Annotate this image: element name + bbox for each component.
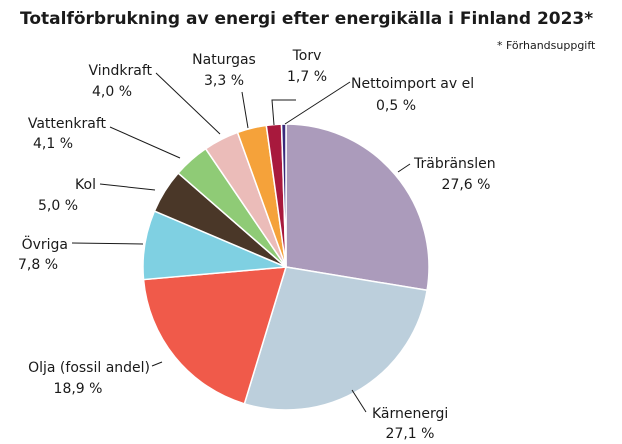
leader-line-karnenergi xyxy=(351,389,367,413)
slice-labels: Träbränslen 27,6 % Kärnenergi 27,1 % Olja (f… xyxy=(18,48,496,442)
slice-name-trabranslen: Träbränslen xyxy=(413,156,496,172)
chart-title: Totalförbrukning av energi efter energik… xyxy=(20,9,593,29)
pie-slice-trabranslen xyxy=(285,123,430,292)
slice-name-naturgas: Naturgas xyxy=(192,52,256,68)
slice-value-vindkraft: 4,0 % xyxy=(92,84,132,100)
leader-line-ovriga xyxy=(71,242,144,245)
leader-line-vindkraft xyxy=(155,72,221,135)
pie-slice-karnenergi xyxy=(243,266,428,411)
slices-layer xyxy=(142,123,430,411)
leader-line-torv xyxy=(271,99,296,126)
pie-slice-olja-fossil-andel xyxy=(142,266,288,405)
leader-lines xyxy=(71,72,411,413)
leader-line-vattenkraft xyxy=(109,126,181,159)
slice-name-torv: Torv xyxy=(292,48,322,64)
leader-line-olja-fossil-andel xyxy=(151,361,163,367)
slice-value-torv: 1,7 % xyxy=(287,69,327,85)
leader-line-trabranslen xyxy=(397,163,411,173)
slice-value-karnenergi: 27,1 % xyxy=(386,426,435,442)
slice-name-vattenkraft: Vattenkraft xyxy=(28,116,107,132)
leader-line-nettoimport-av-el xyxy=(284,81,351,125)
slice-value-ovriga: 7,8 % xyxy=(18,257,58,273)
slice-value-kol: 5,0 % xyxy=(38,198,78,214)
chart-note: * Förhandsuppgift xyxy=(497,39,596,52)
slice-name-nettoimport-av-el: Nettoimport av el xyxy=(351,76,474,92)
slice-name-kol: Kol xyxy=(75,177,96,193)
slice-value-trabranslen: 27,6 % xyxy=(442,177,491,193)
slice-name-karnenergi: Kärnenergi xyxy=(372,406,448,422)
leader-line-kol xyxy=(99,183,156,191)
slice-value-nettoimport-av-el: 0,5 % xyxy=(376,98,416,114)
slice-value-naturgas: 3,3 % xyxy=(204,73,244,89)
slice-name-vindkraft: Vindkraft xyxy=(88,63,152,79)
slice-value-olja-fossil-andel: 18,9 % xyxy=(54,381,103,397)
slice-name-olja-fossil-andel: Olja (fossil andel) xyxy=(28,360,150,376)
leader-line-naturgas xyxy=(241,91,249,129)
slice-value-vattenkraft: 4,1 % xyxy=(33,136,73,152)
pie-slice-nettoimport-av-el xyxy=(280,123,287,268)
slice-name-ovriga: Övriga xyxy=(22,235,68,253)
